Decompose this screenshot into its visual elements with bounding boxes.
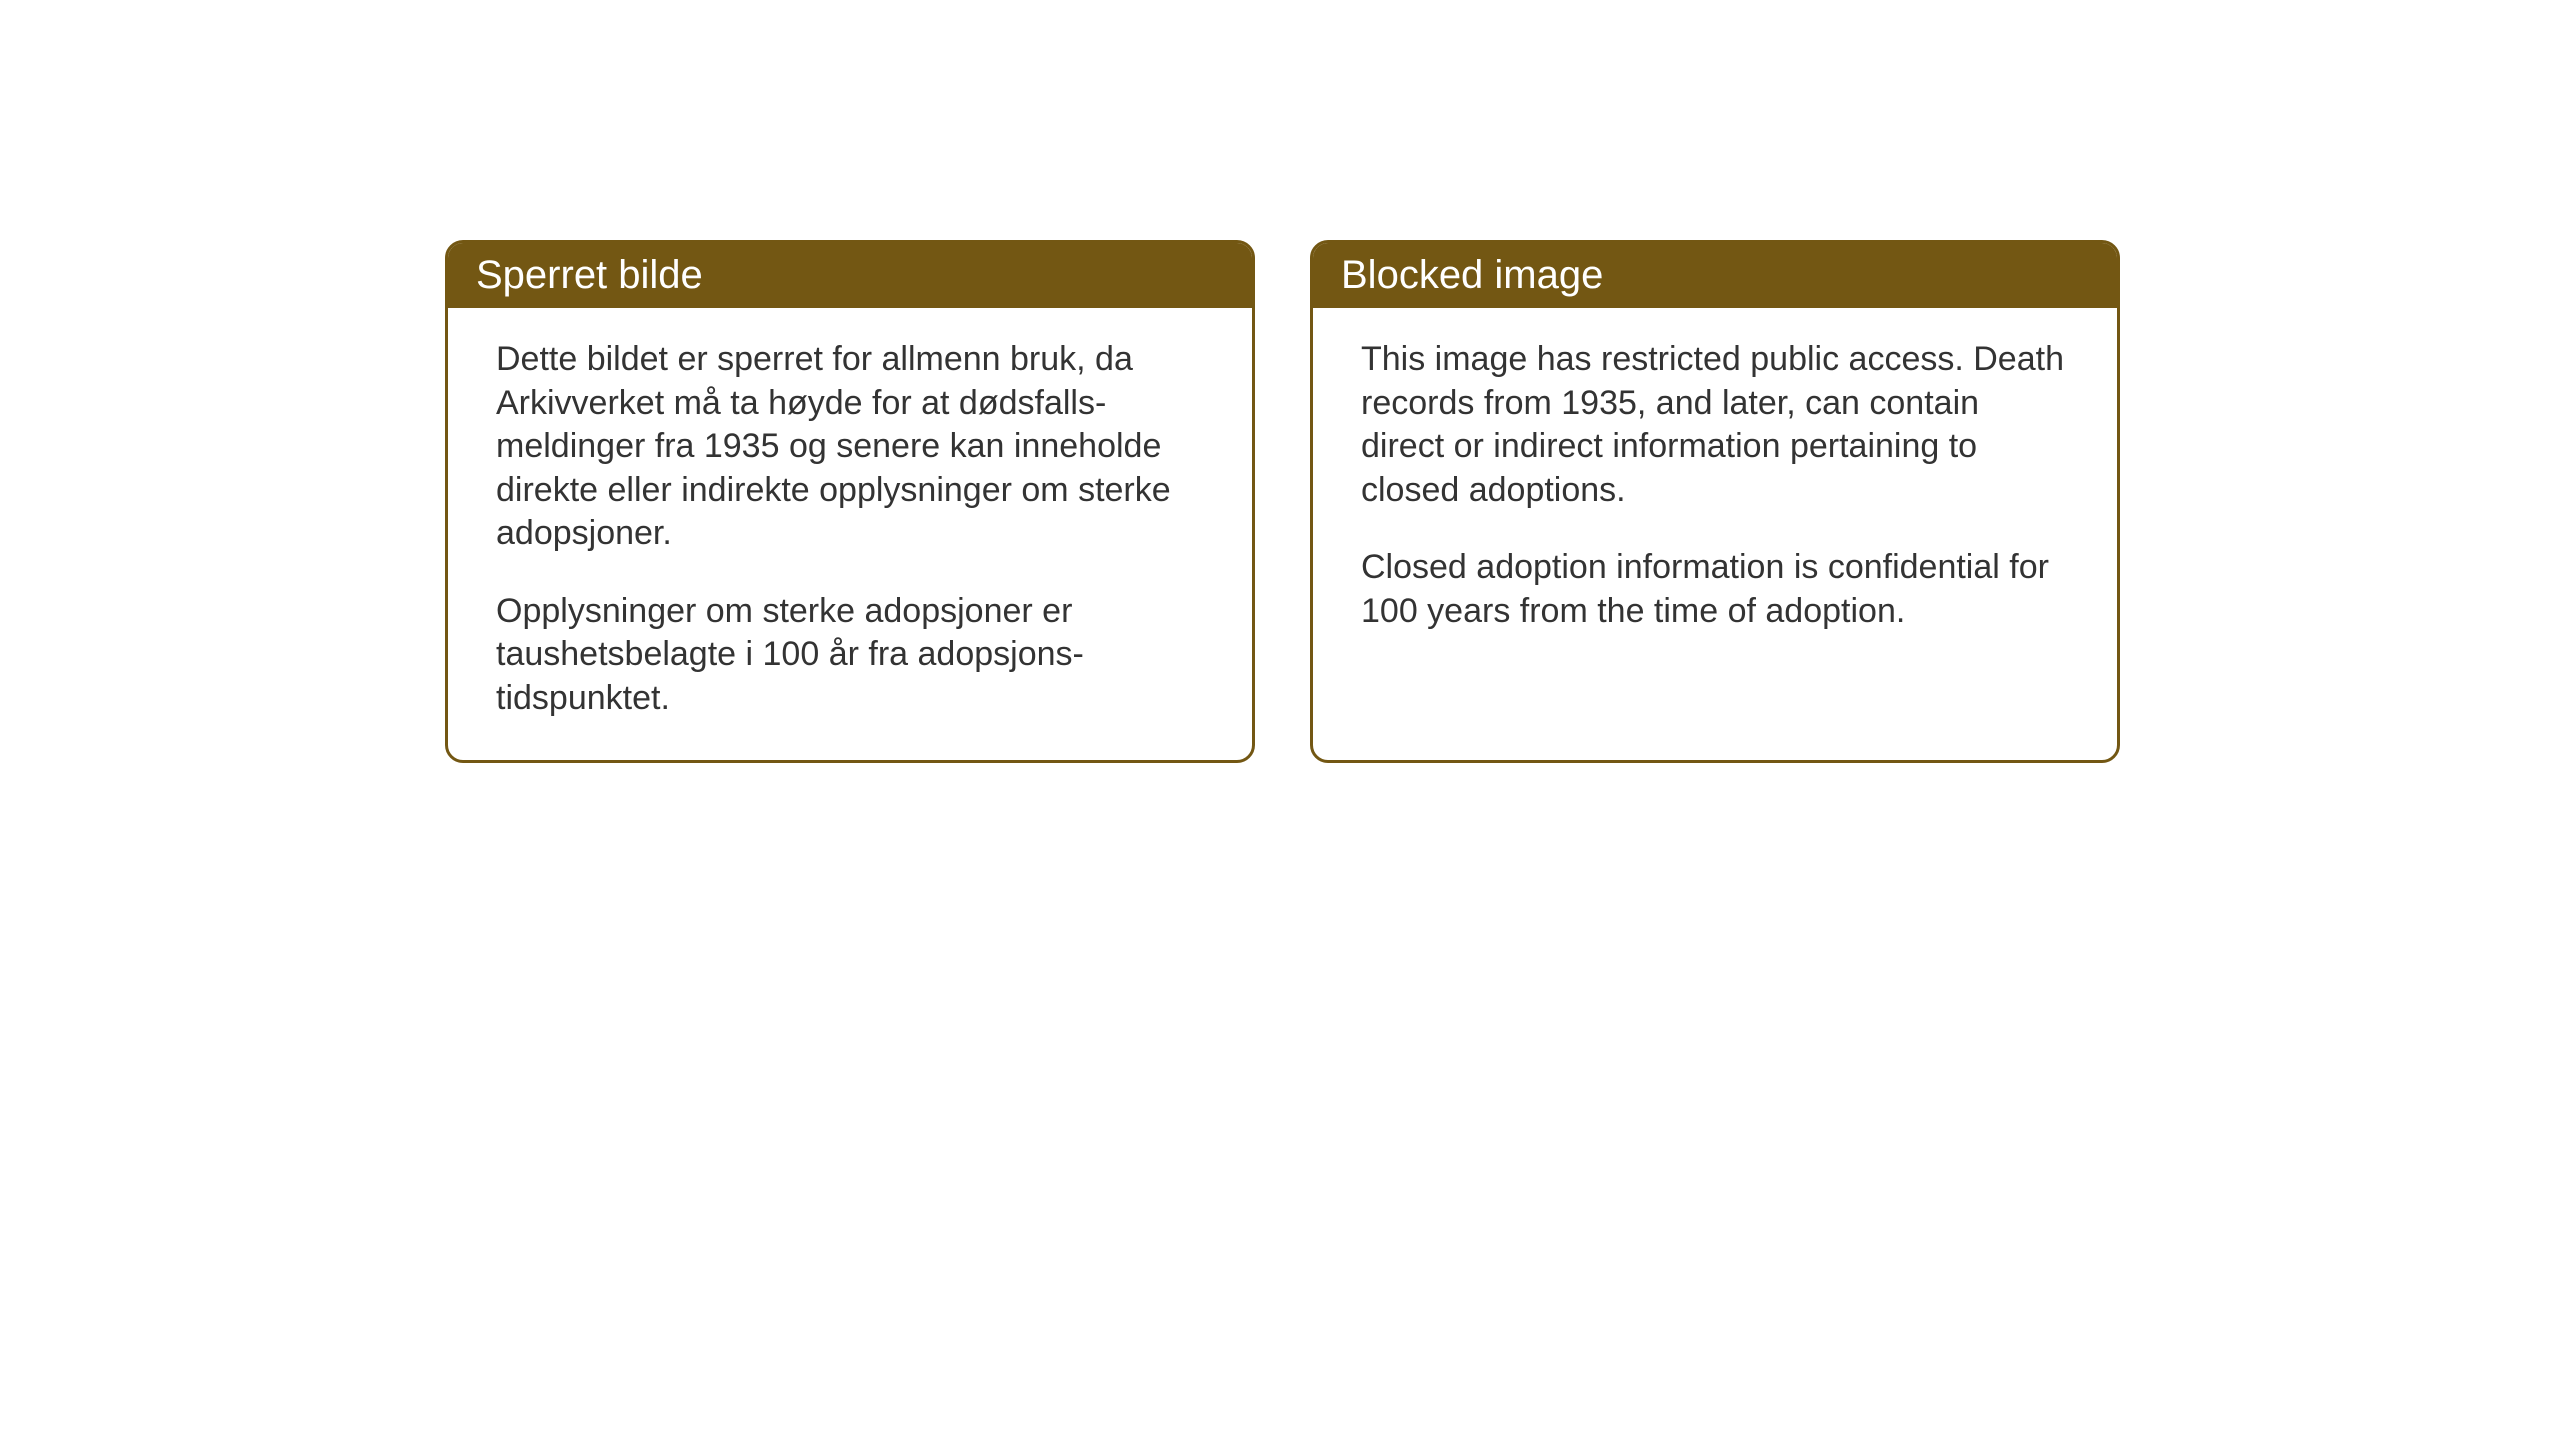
norwegian-paragraph-2: Opplysninger om sterke adopsjoner er tau… [496,590,1204,721]
norwegian-card: Sperret bilde Dette bildet er sperret fo… [445,240,1255,763]
english-card-title: Blocked image [1341,253,1603,297]
english-paragraph-1: This image has restricted public access.… [1361,338,2069,512]
norwegian-card-title: Sperret bilde [476,253,703,297]
notice-container: Sperret bilde Dette bildet er sperret fo… [445,240,2120,763]
english-card-body: This image has restricted public access.… [1313,308,2117,673]
english-card: Blocked image This image has restricted … [1310,240,2120,763]
norwegian-card-body: Dette bildet er sperret for allmenn bruk… [448,308,1252,760]
norwegian-card-header: Sperret bilde [448,243,1252,308]
english-card-header: Blocked image [1313,243,2117,308]
norwegian-paragraph-1: Dette bildet er sperret for allmenn bruk… [496,338,1204,556]
english-paragraph-2: Closed adoption information is confident… [1361,546,2069,633]
